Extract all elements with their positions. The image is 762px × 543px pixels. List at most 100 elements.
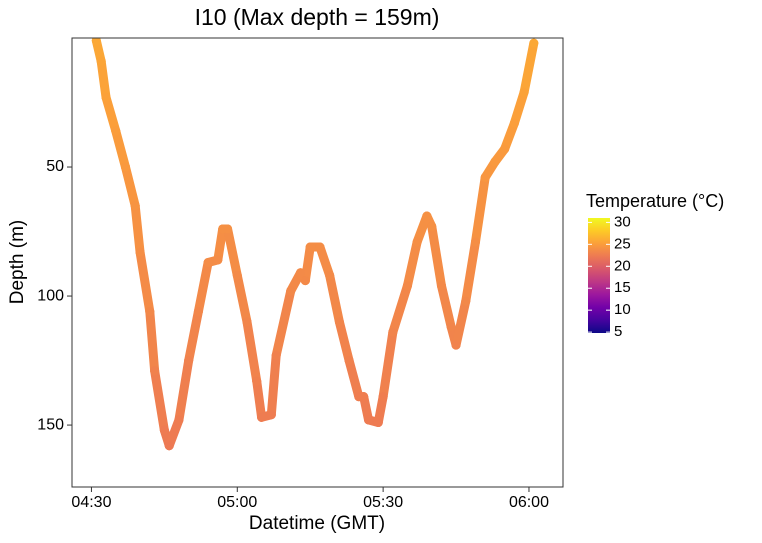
data-point <box>446 322 456 332</box>
data-point <box>159 425 169 435</box>
data-point <box>315 242 325 252</box>
data-point <box>334 317 344 327</box>
data-point <box>174 415 184 425</box>
line-segment <box>135 247 155 317</box>
line-segment <box>388 281 412 337</box>
line-segment <box>252 376 267 422</box>
data-point <box>223 224 233 234</box>
line-segment <box>378 327 398 402</box>
line-segment <box>427 221 446 291</box>
line-segment <box>344 356 364 402</box>
data-point <box>451 340 461 350</box>
data-point <box>145 307 155 317</box>
series-group <box>91 38 539 451</box>
line-segment <box>519 38 539 97</box>
data-point <box>96 56 106 66</box>
data-point <box>213 255 223 265</box>
line-segment <box>164 415 184 451</box>
data-point <box>242 317 252 327</box>
data-point <box>364 415 374 425</box>
line-segment <box>266 350 281 420</box>
line-segment <box>470 172 490 247</box>
line-segment <box>271 286 296 360</box>
line-segment <box>242 317 262 386</box>
data-point <box>480 172 490 182</box>
data-point <box>470 237 480 247</box>
data-point <box>101 92 111 102</box>
x-tick-label: 05:30 <box>363 494 403 511</box>
data-point <box>500 144 510 154</box>
line-segment <box>130 201 145 257</box>
y-tick-label: 100 <box>37 287 64 304</box>
line-segment <box>174 356 194 425</box>
line-segment <box>111 126 130 172</box>
data-point <box>509 118 519 128</box>
data-point <box>164 441 174 451</box>
line-segment <box>232 270 252 327</box>
data-point <box>519 87 529 97</box>
data-point <box>295 268 305 278</box>
line-segment <box>150 366 169 435</box>
data-point <box>300 276 310 286</box>
line-segment <box>145 307 160 376</box>
y-axis-title: Depth (m) <box>7 220 28 304</box>
data-point <box>461 296 471 306</box>
line-segment <box>101 92 121 136</box>
line-segment <box>402 237 422 291</box>
data-point <box>91 38 101 46</box>
data-point <box>422 211 432 221</box>
y-tick-label: 150 <box>37 416 64 433</box>
plot-panel <box>72 38 563 487</box>
data-point <box>135 247 145 257</box>
colorbar-tick-label: 5 <box>614 323 622 340</box>
line-segment <box>334 317 354 366</box>
colorbar-tick-label: 15 <box>614 279 631 296</box>
data-point <box>305 242 315 252</box>
data-point <box>427 221 437 231</box>
data-point <box>412 237 422 247</box>
x-axis-title: Datetime (GMT) <box>249 513 385 534</box>
data-point <box>257 412 267 422</box>
line-segment <box>509 87 529 128</box>
y-tick-label: 50 <box>46 158 64 175</box>
line-segment <box>500 118 519 154</box>
colorbar-tick-label: 10 <box>614 301 631 318</box>
colorbar-tick-label: 30 <box>614 213 631 230</box>
data-point <box>203 258 213 267</box>
data-point <box>490 157 500 167</box>
line-segment <box>315 242 335 280</box>
colorbar-tick-label: 25 <box>614 235 631 252</box>
colorbar <box>588 218 610 333</box>
line-segment <box>451 296 471 350</box>
data-point <box>252 376 262 386</box>
line-segment <box>213 224 228 265</box>
legend-title: Temperature (°C) <box>586 191 724 211</box>
data-point <box>111 126 121 136</box>
x-tick-label: 06:00 <box>509 494 549 511</box>
data-point <box>436 281 446 291</box>
data-point <box>325 270 335 280</box>
line-segment <box>96 56 111 102</box>
data-point <box>402 281 412 291</box>
x-tick-label: 05:00 <box>217 494 257 511</box>
panel-border <box>71 37 564 488</box>
chart-title: I10 (Max depth = 159m) <box>195 4 440 30</box>
data-point <box>271 350 281 360</box>
line-segment <box>184 307 203 366</box>
data-point <box>388 327 398 337</box>
data-point <box>373 417 383 427</box>
line-segment <box>436 281 456 332</box>
data-point <box>286 286 296 296</box>
data-point <box>344 356 354 366</box>
data-point <box>120 162 130 172</box>
data-point <box>150 366 160 376</box>
line-segment <box>223 224 242 280</box>
data-point <box>130 201 140 211</box>
data-point <box>378 392 388 402</box>
data-point <box>193 307 203 317</box>
line-segment <box>120 162 140 211</box>
line-segment <box>300 242 315 286</box>
line-segment <box>461 237 480 306</box>
data-point <box>266 410 276 420</box>
